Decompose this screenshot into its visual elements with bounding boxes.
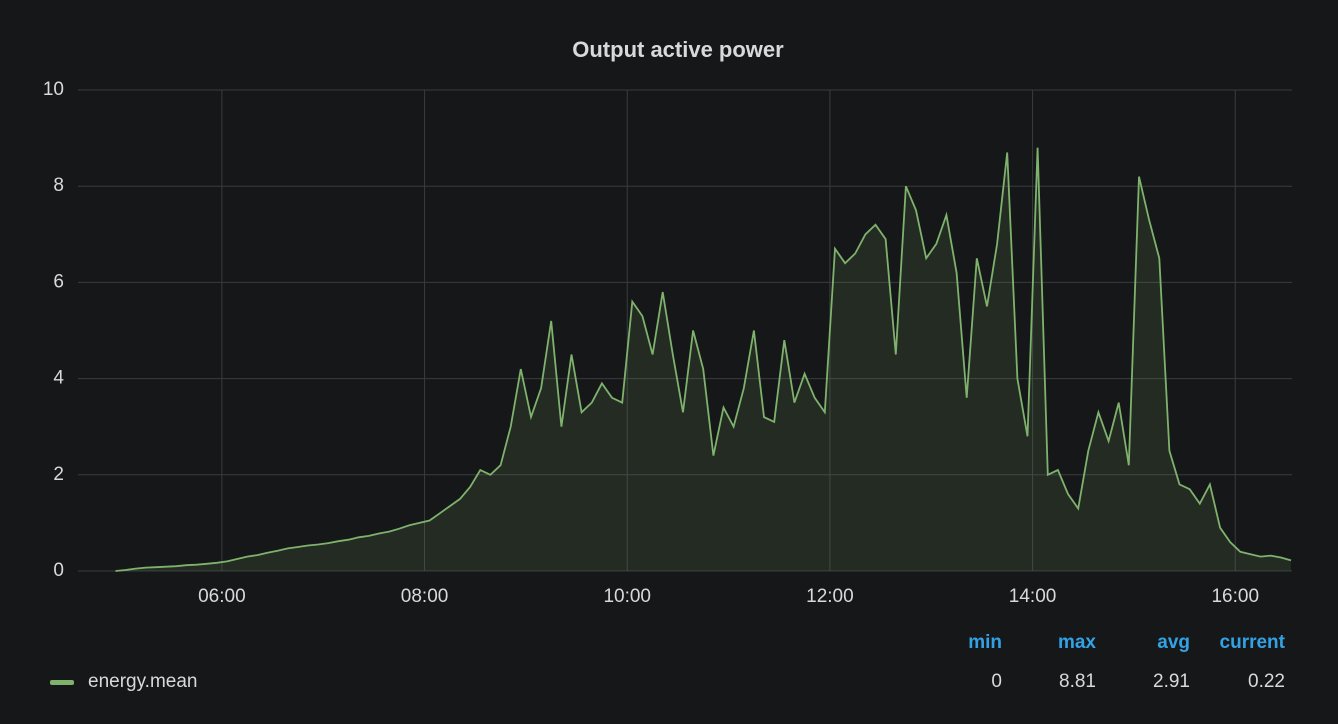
x-tick-label: 16:00	[1211, 586, 1259, 607]
x-tick-label: 08:00	[401, 586, 449, 607]
y-tick-label: 0	[53, 560, 64, 581]
legend-header: max	[1058, 632, 1096, 653]
legend-swatch	[50, 680, 74, 685]
y-tick-label: 6	[53, 271, 64, 292]
x-tick-label: 14:00	[1009, 586, 1057, 607]
y-tick-label: 2	[53, 464, 64, 485]
legend-header: avg	[1157, 632, 1190, 653]
x-tick-label: 06:00	[198, 586, 246, 607]
legend-stat: 2.91	[1153, 671, 1190, 692]
legend-label: energy.mean	[88, 671, 198, 692]
legend-stat: 8.81	[1059, 671, 1096, 692]
area	[115, 147, 1292, 571]
x-tick-label: 10:00	[603, 586, 651, 607]
legend-stat: 0.22	[1248, 671, 1285, 692]
y-tick-label: 10	[43, 79, 64, 100]
y-tick-label: 8	[53, 175, 64, 196]
y-tick-label: 4	[53, 368, 64, 389]
x-tick-label: 12:00	[806, 586, 854, 607]
legend-stat: 0	[991, 671, 1002, 692]
chart-title: Output active power	[572, 37, 784, 62]
line	[115, 147, 1292, 572]
legend-header: min	[968, 632, 1002, 653]
legend-header: current	[1220, 632, 1286, 653]
